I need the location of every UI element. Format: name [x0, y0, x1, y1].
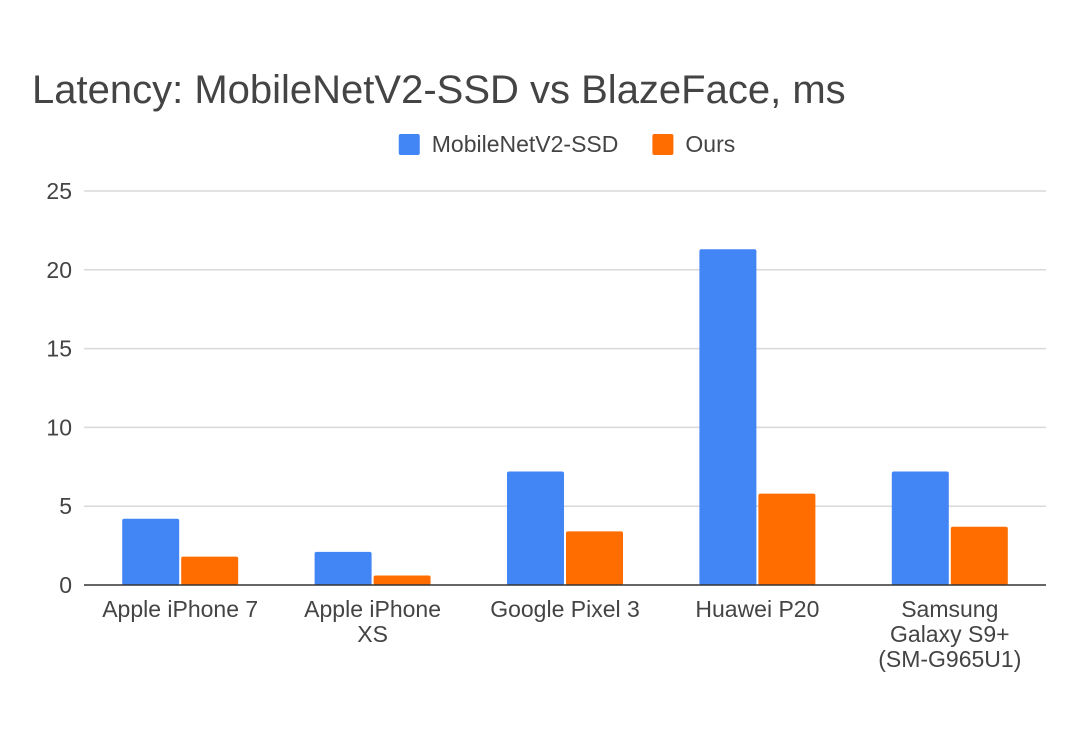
y-tick-label: 15 — [46, 336, 72, 362]
y-tick-label: 25 — [46, 178, 72, 204]
y-tick-label: 0 — [59, 572, 72, 598]
x-category-label: XS — [357, 621, 388, 647]
bar-mobilenetv2-ssd-3 — [699, 249, 757, 585]
gridlines — [84, 190, 1046, 507]
legend-label: MobileNetV2-SSD — [432, 131, 619, 157]
bar-ours-1 — [373, 575, 431, 585]
x-category-label: Google Pixel 3 — [490, 596, 640, 622]
y-tick-label: 20 — [46, 257, 72, 283]
chart-title: Latency: MobileNetV2-SSD vs BlazeFace, m… — [32, 68, 846, 112]
bar-ours-2 — [566, 531, 623, 585]
bar-mobilenetv2-ssd-1 — [314, 551, 372, 585]
bar-mobilenetv2-ssd-2 — [507, 471, 564, 585]
x-category-label: Galaxy S9+ — [890, 621, 1010, 647]
bars — [122, 249, 1008, 585]
bar-ours-0 — [181, 556, 239, 585]
legend-label: Ours — [685, 131, 735, 157]
legend-swatch — [652, 134, 674, 155]
bar-ours-4 — [950, 526, 1008, 585]
x-category-label: Huawei P20 — [695, 596, 819, 622]
y-axis-ticks: 0 5 10 15 20 25 — [46, 178, 72, 598]
x-category-label: (SM-G965U1) — [878, 646, 1021, 672]
legend-swatch — [398, 134, 420, 155]
x-category-label: Apple iPhone 7 — [102, 596, 258, 622]
y-tick-label: 5 — [59, 493, 72, 519]
bar-mobilenetv2-ssd-0 — [122, 518, 180, 585]
legend-item-ours[interactable]: Ours — [652, 131, 735, 157]
legend-item-mobilenetv2-ssd[interactable]: MobileNetV2-SSD — [398, 131, 619, 157]
x-category-label: Apple iPhone — [304, 596, 441, 622]
x-category-label: Samsung — [901, 596, 998, 622]
legend: MobileNetV2-SSD Ours — [398, 131, 735, 157]
y-tick-label: 10 — [46, 414, 72, 440]
bar-mobilenetv2-ssd-4 — [891, 471, 949, 585]
bar-ours-3 — [758, 493, 816, 585]
